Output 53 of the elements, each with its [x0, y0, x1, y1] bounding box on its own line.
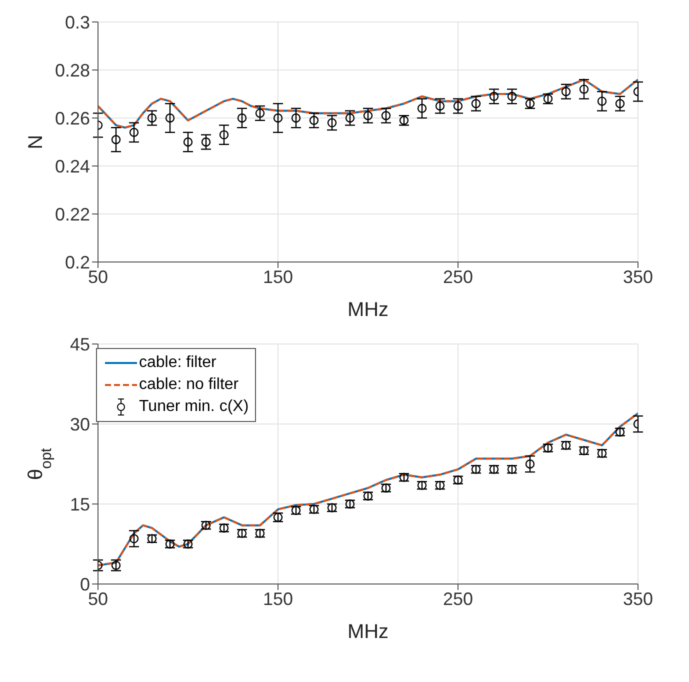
point: [417, 104, 427, 113]
point: [435, 101, 445, 111]
point: [525, 459, 535, 469]
point: [201, 137, 211, 147]
point: [363, 111, 373, 120]
point: [327, 118, 337, 128]
x-tick-label: 50: [88, 266, 108, 287]
x-tick-label: 250: [442, 588, 474, 609]
point: [381, 111, 391, 120]
point: [183, 137, 193, 147]
point: [471, 99, 481, 108]
y-tick-label: 15: [70, 494, 90, 514]
legend-label: cable: no filter: [139, 376, 239, 394]
point: [615, 99, 625, 108]
point: [291, 113, 301, 123]
line-series: [98, 78, 638, 129]
point: [273, 113, 283, 123]
point: [597, 96, 607, 106]
point: [489, 92, 499, 101]
y-tick-label: 0.24: [54, 156, 90, 176]
y-tick-label: 30: [70, 414, 90, 434]
point: [165, 113, 175, 123]
x-tick-label: 50: [88, 588, 108, 609]
point: [345, 113, 355, 123]
y-tick-label: 0.22: [54, 204, 90, 224]
legend-label: Tuner min. c(X): [139, 398, 249, 416]
y-tick-label: 45: [70, 334, 90, 354]
y-tick-label: 0.2: [64, 252, 90, 272]
x-axis-title: MHz: [347, 299, 389, 321]
point: [129, 128, 139, 137]
x-tick-label: 250: [442, 266, 474, 287]
point: [507, 92, 517, 101]
point: [237, 113, 247, 123]
y-tick-label: 0.26: [54, 108, 90, 128]
x-axis-title: MHz: [347, 621, 389, 643]
point: [309, 116, 319, 125]
point: [453, 101, 463, 111]
x-tick-label: 150: [262, 266, 294, 287]
point: [129, 534, 139, 544]
point: [579, 84, 589, 94]
y-tick-label: 0: [80, 574, 90, 594]
x-tick-label: 350: [622, 266, 654, 287]
y-tick-label: 0.28: [54, 60, 90, 80]
point: [219, 130, 229, 140]
point: [147, 113, 157, 123]
y-tick-label: 0.3: [64, 12, 90, 32]
point: [561, 87, 571, 96]
point: [111, 135, 121, 144]
x-tick-label: 350: [622, 588, 654, 609]
legend-label: cable: filter: [139, 354, 216, 372]
point: [255, 108, 265, 118]
y-axis-title: N: [25, 134, 47, 150]
x-tick-label: 150: [262, 588, 294, 609]
